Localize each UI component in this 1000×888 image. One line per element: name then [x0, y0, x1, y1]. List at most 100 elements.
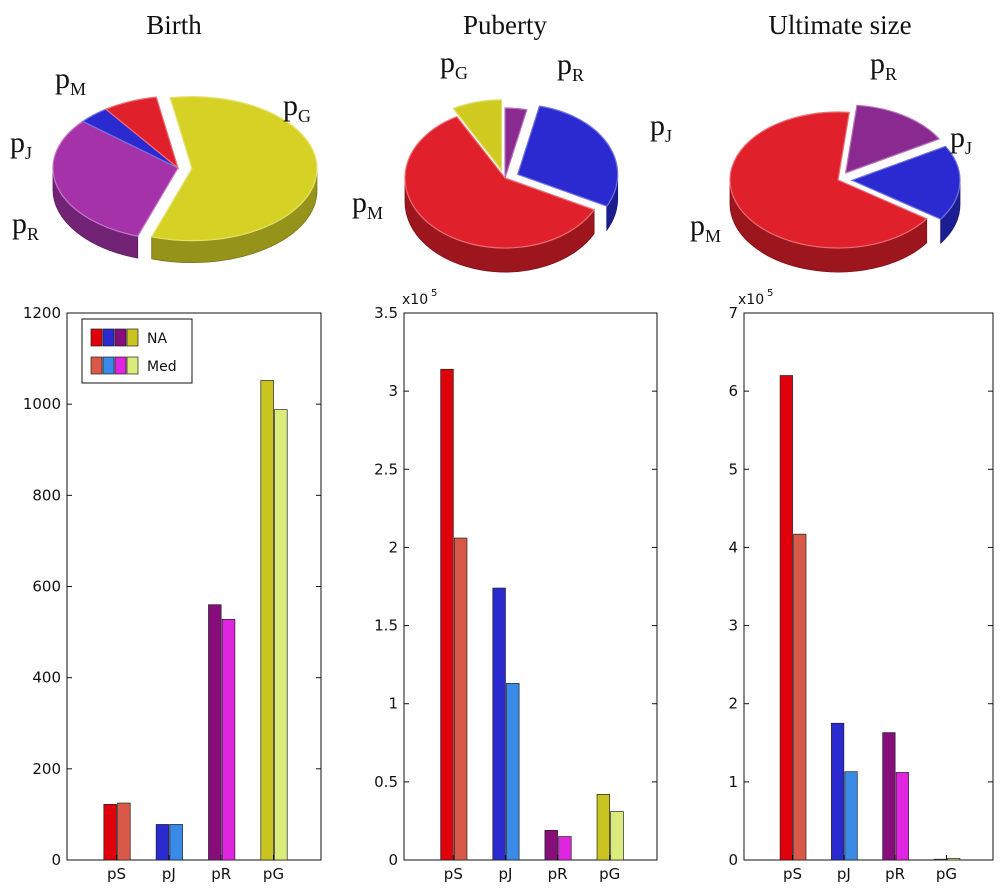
bar-pG-Med — [274, 409, 288, 861]
bar-pJ-Med — [169, 824, 183, 861]
bar-pJ-NA — [831, 722, 845, 861]
x-tick-label: pG — [936, 865, 957, 883]
y-multiplier-exp: 5 — [431, 288, 437, 299]
legend-swatch — [90, 328, 103, 347]
bar-pG-Med — [947, 858, 961, 861]
x-tick-label: pJ — [837, 865, 851, 883]
pie-1: Puberty pR pJ pM pG — [352, 10, 672, 273]
y-tick-label: 600 — [32, 578, 61, 596]
y-tick-label: 1000 — [23, 395, 61, 413]
legend-swatch — [102, 356, 115, 375]
pie-slice-pR — [844, 104, 941, 174]
pie-label-pM: pM — [55, 62, 86, 99]
bar-pJ-NA — [492, 587, 506, 861]
pie-label-pR: pR — [557, 48, 584, 85]
x-tick-label: pG — [263, 865, 284, 883]
x-tick-label: pR — [885, 865, 905, 883]
y-tick-label: 0.5 — [374, 773, 398, 791]
x-tick-label: pR — [211, 865, 231, 883]
legend-swatch — [114, 328, 127, 347]
pie-slice-pR — [52, 120, 179, 259]
x-tick-label: pJ — [162, 865, 176, 883]
y-tick-label: 5 — [728, 460, 738, 478]
x-tick-label: pG — [599, 865, 620, 883]
bar-pG-NA — [933, 858, 947, 861]
pie-label-pR: pR — [12, 207, 39, 244]
y-tick-label: 400 — [32, 669, 61, 687]
y-tick-label: 3 — [388, 382, 398, 400]
legend-swatch — [90, 356, 103, 375]
y-tick-label: 1 — [728, 773, 738, 791]
bar-pR-NA — [882, 732, 896, 861]
x-tick-label: pS — [107, 865, 126, 883]
bar-pG-NA — [260, 380, 274, 861]
pie-slice-pG — [452, 99, 503, 172]
pie-label-pG: pG — [440, 46, 468, 83]
pie-label-pJ: pJ — [10, 126, 32, 163]
bar-pS-NA — [779, 375, 793, 861]
y-tick-label: 0 — [728, 851, 738, 869]
y-tick-label: 0 — [388, 851, 398, 869]
bar-pS-Med — [793, 533, 807, 861]
pie-title: Ultimate size — [768, 10, 911, 40]
legend-swatch — [114, 356, 127, 375]
legend-label: Med — [147, 359, 177, 375]
bar-pJ-NA — [155, 824, 170, 861]
pie-2: Ultimate size pJ pM pR — [690, 10, 972, 273]
bar-pS-Med — [117, 802, 131, 861]
bar-pR-Med — [895, 772, 909, 861]
axes-box — [743, 312, 994, 861]
pie-label-pR: pR — [870, 47, 897, 84]
pie-label-pG: pG — [283, 89, 311, 126]
axes-box — [403, 312, 658, 861]
y-tick-label: 0 — [51, 851, 61, 869]
y-tick-label: 800 — [32, 486, 61, 504]
y-tick-label: 200 — [32, 760, 61, 778]
y-tick-label: 4 — [728, 538, 738, 556]
pie-label-pM: pM — [690, 209, 721, 246]
y-multiplier: x10 — [402, 292, 428, 308]
bar-pS-NA — [103, 804, 117, 861]
pie-title: Birth — [146, 10, 202, 40]
y-tick-label: 3.5 — [374, 304, 398, 322]
bar-pR-NA — [544, 829, 558, 861]
y-tick-label: 2 — [388, 538, 398, 556]
legend-swatch — [102, 328, 115, 347]
y-tick-label: 2.5 — [374, 460, 398, 478]
y-tick-label: 1 — [388, 695, 398, 713]
y-tick-label: 3 — [728, 617, 738, 635]
pie-label-pJ: pJ — [950, 121, 972, 158]
bar-pG-NA — [596, 794, 611, 861]
pie-slice-pM — [104, 96, 180, 170]
y-tick-label: 1200 — [23, 304, 61, 322]
bar-pJ-Med — [506, 683, 520, 861]
pie-slice-pR — [504, 107, 528, 179]
x-tick-label: pS — [444, 865, 463, 883]
legend: NA Med — [81, 318, 193, 384]
pie-slice-pG — [150, 96, 318, 263]
y-multiplier: x10 — [738, 292, 764, 308]
bar-chart-0: 0 200 400 600 800 1000 1200 pS pJ pR pG NA Med — [23, 304, 322, 883]
pie-label-pJ: pJ — [650, 109, 672, 146]
bar-pS-Med — [453, 537, 468, 861]
pie-label-pM: pM — [352, 186, 383, 223]
y-tick-label: 2 — [728, 695, 738, 713]
x-tick-label: pS — [783, 865, 802, 883]
x-tick-label: pJ — [498, 865, 512, 883]
legend-label: NA — [147, 331, 167, 347]
bar-pR-NA — [208, 604, 222, 861]
legend-swatch — [126, 356, 139, 375]
legend-swatch — [126, 328, 139, 347]
bar-pR-Med — [558, 836, 572, 861]
y-multiplier-exp: 5 — [767, 288, 773, 299]
pie-slice-pM — [404, 115, 596, 273]
x-tick-label: pR — [548, 865, 568, 883]
y-tick-label: 6 — [728, 382, 738, 400]
pie-slice-pJ — [850, 145, 961, 245]
bar-pG-Med — [610, 811, 624, 861]
y-tick-label: 1.5 — [374, 617, 398, 635]
pie-slice-pM — [729, 111, 928, 273]
